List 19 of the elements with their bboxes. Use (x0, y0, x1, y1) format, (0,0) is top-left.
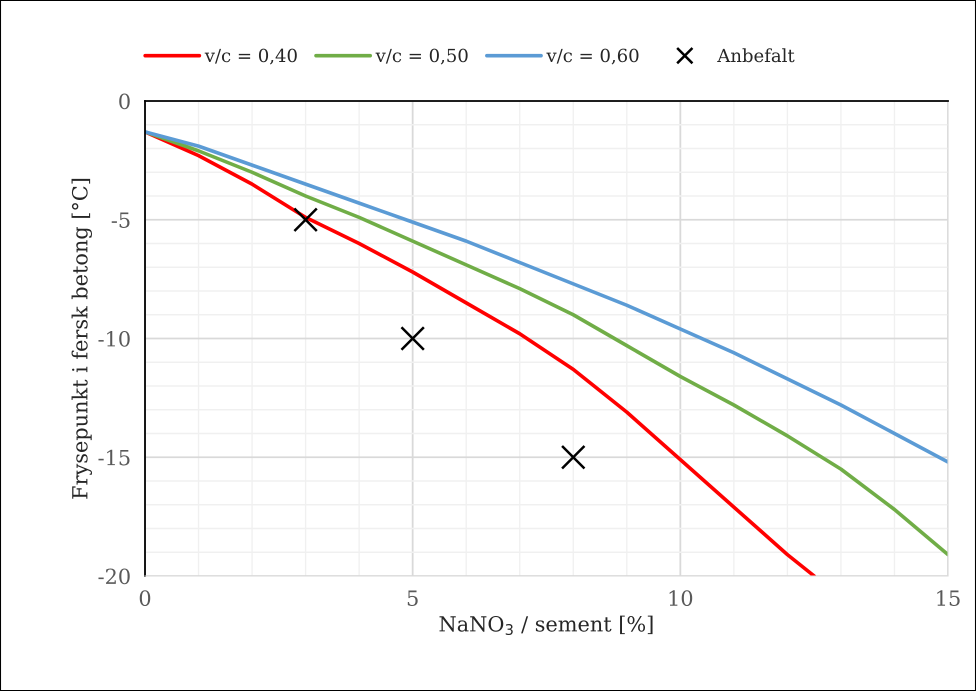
y-tick-label: -5 (112, 212, 130, 228)
x-tick-label: 10 (670, 590, 692, 606)
y-tick-label: 0 (119, 93, 130, 110)
x-tick-label: 15 (937, 590, 960, 606)
x-tick-label: 0 (140, 590, 150, 606)
point (560, 444, 586, 470)
x-tick-label: 5 (408, 590, 418, 606)
legend-label: v/c = 0,40 (204, 48, 297, 64)
y-tick-label: -15 (98, 450, 130, 466)
line-series (145, 130, 948, 464)
legend-label: v/c = 0,50 (376, 48, 468, 64)
y-tick-label: -10 (98, 330, 130, 347)
point (400, 326, 426, 351)
y-axis-title: Frysepunkt i fersk betong [°C] (72, 178, 92, 499)
legend-label: v/c = 0,60 (546, 48, 638, 64)
legend-label: Anbefalt (717, 48, 795, 62)
point (293, 207, 318, 232)
x-axis-title: NaNO$_{3}$ / sement [%] (440, 616, 653, 636)
y-tick-label: -20 (98, 568, 130, 584)
